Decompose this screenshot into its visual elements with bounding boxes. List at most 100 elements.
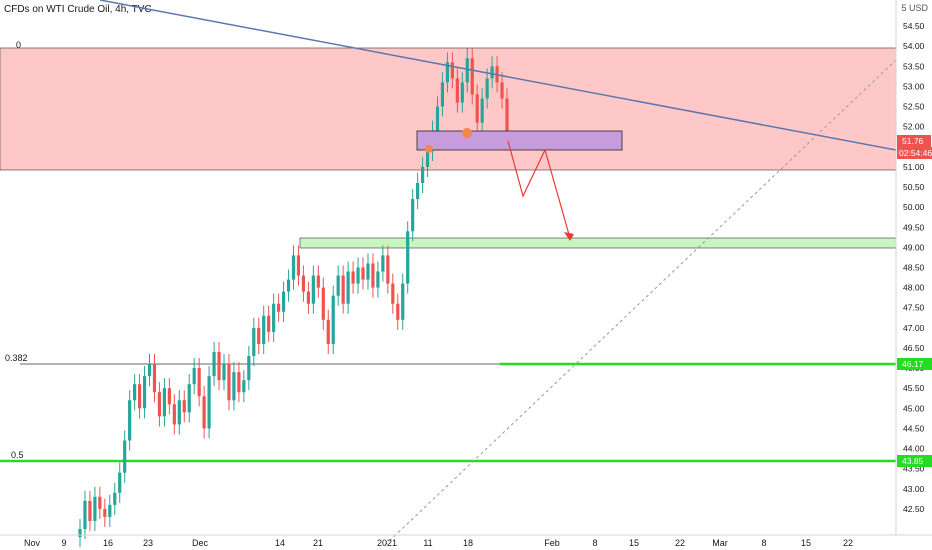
- candle-body: [232, 372, 236, 401]
- candle-body: [475, 94, 479, 123]
- candle-body: [301, 275, 306, 292]
- price-tick: 53.50: [903, 61, 925, 71]
- candle-body: [247, 356, 251, 381]
- candle-body: [83, 500, 87, 530]
- candle-body: [346, 271, 350, 304]
- candle-body: [485, 78, 489, 99]
- pivot-marker-1: [425, 145, 433, 153]
- price-tick: 54.00: [903, 41, 925, 51]
- candle-body: [103, 508, 107, 517]
- price-tick: 49.50: [903, 222, 925, 232]
- price-tick: 52.50: [903, 102, 925, 112]
- candle-body: [157, 392, 162, 417]
- price-tick: 50.50: [903, 182, 925, 192]
- candle-body: [182, 400, 186, 413]
- time-axis: Nov 9 16 23 Dec 14 21 2021 11 18 Feb 8 15 22 Mar 8 15 22: [24, 538, 853, 548]
- candle-body: [78, 529, 82, 538]
- candle-body: [500, 82, 504, 99]
- candle-body: [192, 368, 196, 385]
- candle-body: [445, 62, 450, 83]
- countdown-tag: 02:54:46: [897, 147, 932, 159]
- candle-body: [425, 150, 430, 167]
- time-tick: 16: [103, 538, 113, 548]
- candle-body: [381, 255, 385, 272]
- fib-label-382: 0.382: [5, 353, 28, 363]
- candle-body: [252, 327, 256, 357]
- candle-body: [123, 440, 127, 473]
- price-tick: 47.00: [903, 323, 925, 333]
- candle-body: [197, 368, 201, 397]
- chart-title: CFDs on WTI Crude Oil, 4h, TVC: [4, 4, 152, 15]
- time-tick: 22: [675, 538, 685, 548]
- candle-body: [212, 351, 216, 377]
- candle-body: [88, 500, 92, 521]
- candle-body: [277, 303, 281, 312]
- price-tick: 43.50: [903, 464, 925, 474]
- candle-body: [470, 58, 474, 95]
- candle-body: [147, 364, 152, 377]
- candle-body: [187, 384, 191, 413]
- candle-body: [450, 62, 454, 79]
- candle-body: [376, 271, 380, 288]
- time-tick: 8: [592, 538, 597, 548]
- candle-body: [361, 267, 365, 280]
- candle-body: [142, 376, 147, 409]
- fib05-price-tag: 43.85: [897, 455, 932, 467]
- fib382-price-tag: 46.17: [897, 358, 932, 370]
- candle-body: [137, 384, 142, 409]
- candle-body: [291, 255, 296, 280]
- candle-body: [386, 255, 390, 284]
- candle-body: [128, 400, 132, 441]
- candle-body: [420, 166, 425, 184]
- time-tick: 14: [275, 538, 285, 548]
- price-tick: 44.00: [903, 444, 925, 454]
- descending-trendline: [99, 0, 897, 151]
- candle-body: [391, 283, 395, 304]
- candle-body: [505, 98, 509, 131]
- price-tick: 52.00: [903, 122, 925, 132]
- price-tick: 43.00: [903, 484, 925, 494]
- candle-body: [133, 384, 137, 401]
- time-tick: Dec: [192, 538, 209, 548]
- candle-body: [242, 380, 246, 393]
- candle-body: [411, 199, 415, 232]
- time-tick: 21: [313, 538, 323, 548]
- candle-body: [257, 327, 261, 344]
- time-tick: 15: [801, 538, 811, 548]
- candle-body: [162, 388, 167, 417]
- price-tick: 47.50: [903, 303, 925, 313]
- candle-body: [93, 496, 97, 521]
- candle-body: [341, 275, 345, 304]
- target-zone: [299, 237, 897, 249]
- candle-body: [336, 275, 340, 296]
- price-tick: 48.50: [903, 263, 925, 273]
- time-tick: 15: [629, 538, 639, 548]
- time-tick: 18: [463, 538, 473, 548]
- countdown-text: 02:54:46: [899, 148, 932, 158]
- candle-body: [371, 263, 375, 288]
- candle-body: [152, 364, 157, 393]
- price-tick: 44.50: [903, 423, 925, 433]
- candle-body: [416, 183, 420, 200]
- price-tick: 49.00: [903, 242, 925, 252]
- projection-arrowhead: [564, 232, 574, 241]
- time-tick: 22: [843, 538, 853, 548]
- price-tick: 53.00: [903, 81, 925, 91]
- candle-body: [237, 372, 241, 393]
- time-tick: Feb: [544, 538, 560, 548]
- candle-body: [267, 315, 271, 332]
- candle-body: [311, 275, 315, 304]
- candle-body: [272, 303, 276, 332]
- candle-body: [113, 492, 117, 505]
- candle-body: [281, 291, 286, 312]
- candle-body: [167, 388, 171, 405]
- candle-body: [351, 271, 355, 284]
- candle-body: [286, 279, 291, 292]
- currency-label: 5 USD: [901, 3, 928, 13]
- price-tick: 45.00: [903, 403, 925, 413]
- candle-body: [118, 472, 122, 493]
- candle-body: [326, 319, 330, 344]
- price-axis: 54.5054.0053.5053.0052.5052.0051.5051.00…: [903, 21, 925, 514]
- candle-body: [366, 263, 370, 280]
